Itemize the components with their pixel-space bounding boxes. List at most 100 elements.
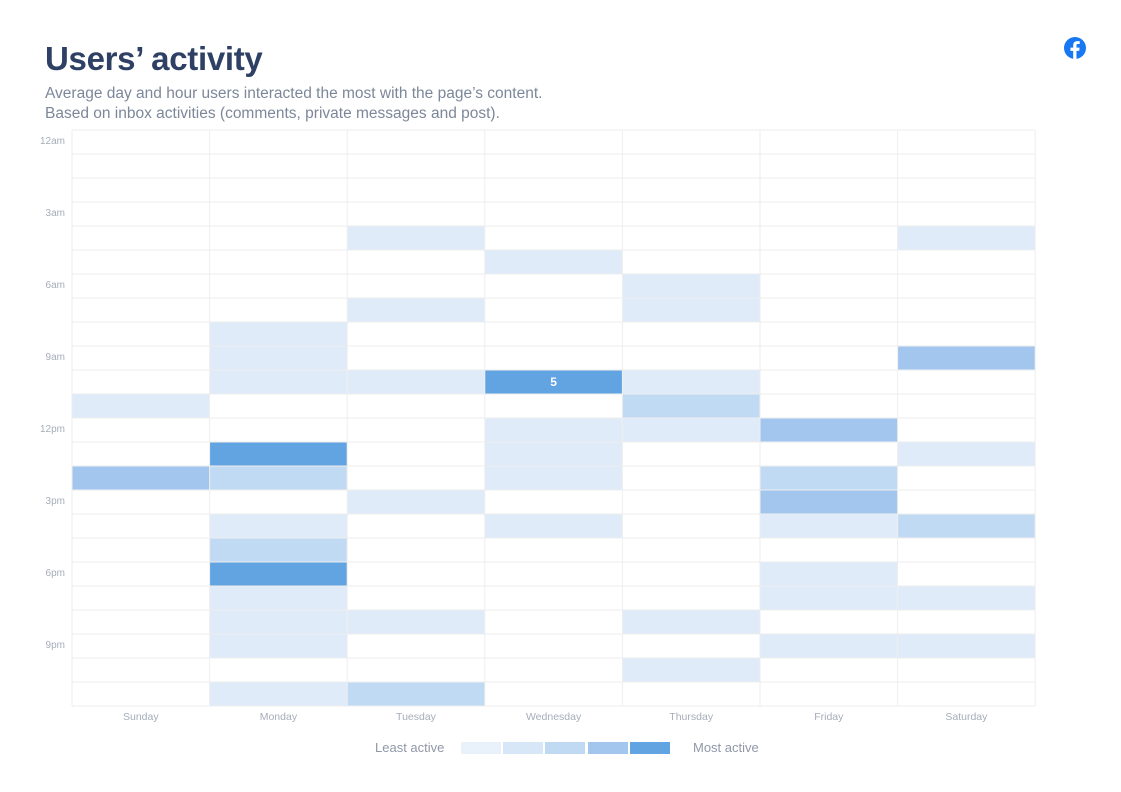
heatmap-cell (622, 178, 760, 202)
heatmap-cell (347, 298, 485, 322)
heatmap-legend: Least active Most active (0, 740, 1121, 756)
heatmap-cell (760, 490, 898, 514)
heatmap-cell (209, 226, 348, 250)
x-tick-label: Wednesday (526, 711, 582, 723)
heatmap-cell (622, 514, 760, 538)
heatmap-cell (760, 202, 898, 226)
heatmap-cell (347, 562, 485, 586)
heatmap-cell (622, 250, 760, 274)
heatmap-cell (760, 274, 898, 298)
heatmap-cell (72, 298, 210, 322)
heatmap-cell (897, 682, 1036, 706)
heatmap-cell (897, 466, 1036, 490)
legend-most-label: Most active (693, 740, 759, 755)
heatmap-cell (72, 586, 210, 610)
legend-swatch (503, 742, 543, 754)
heatmap-cell (622, 634, 760, 658)
heatmap-cell (622, 610, 760, 634)
heatmap-cell (72, 226, 210, 250)
y-tick-label: 12pm (40, 424, 65, 435)
y-tick-label: 9am (46, 352, 65, 363)
heatmap-cell (347, 466, 485, 490)
heatmap-cell (72, 562, 210, 586)
heatmap-cell (760, 250, 898, 274)
heatmap-cell (897, 562, 1036, 586)
heatmap-cell (72, 634, 210, 658)
heatmap-cell (622, 226, 760, 250)
heatmap-cell (897, 346, 1036, 370)
heatmap-cell (209, 298, 348, 322)
heatmap-cell (209, 658, 348, 682)
heatmap-cell (897, 586, 1036, 610)
heatmap-cell (347, 202, 485, 226)
heatmap-cell (209, 610, 348, 634)
heatmap-cell (760, 562, 898, 586)
heatmap-cell (209, 130, 348, 154)
heatmap-cell (484, 490, 623, 514)
y-tick-label: 12am (40, 136, 65, 147)
heatmap-cell (897, 634, 1036, 658)
heatmap-cell (622, 490, 760, 514)
subtitle-line-2: Based on inbox activities (comments, pri… (45, 105, 500, 122)
heatmap-cell (347, 634, 485, 658)
heatmap-cell (209, 202, 348, 226)
heatmap-cell (72, 322, 210, 346)
facebook-icon (1064, 37, 1086, 59)
heatmap-cell (484, 370, 623, 394)
heatmap-cell (760, 658, 898, 682)
heatmap-cell (347, 538, 485, 562)
heatmap-cell (622, 130, 760, 154)
heatmap-cell (484, 610, 623, 634)
heatmap-cell (347, 490, 485, 514)
heatmap-cell (760, 178, 898, 202)
x-tick-label: Sunday (123, 711, 159, 723)
heatmap-cell (484, 418, 623, 442)
heatmap-cell (209, 394, 348, 418)
heatmap-cell (897, 298, 1036, 322)
heatmap-cell (760, 154, 898, 178)
heatmap-cell (209, 634, 348, 658)
heatmap-cell (209, 274, 348, 298)
heatmap-cell (622, 682, 760, 706)
heatmap-cell (897, 226, 1036, 250)
subtitle-line-1: Average day and hour users interacted th… (45, 85, 543, 102)
heatmap-cell (760, 346, 898, 370)
heatmap-cell (347, 610, 485, 634)
heatmap-cell (622, 370, 760, 394)
heatmap-cell (72, 274, 210, 298)
heatmap-cell (760, 370, 898, 394)
y-tick-label: 3am (46, 208, 65, 219)
heatmap-cell (897, 202, 1036, 226)
heatmap-cell (347, 322, 485, 346)
heatmap-cell (209, 586, 348, 610)
heatmap-cell (484, 202, 623, 226)
heatmap-cell (209, 346, 348, 370)
heatmap-cell (484, 250, 623, 274)
heatmap-cell (760, 586, 898, 610)
heatmap-cell (72, 346, 210, 370)
heatmap-cell (72, 418, 210, 442)
heatmap-cell (897, 322, 1036, 346)
heatmap-cell (72, 610, 210, 634)
heatmap-cell (760, 682, 898, 706)
heatmap-cell (484, 562, 623, 586)
heatmap-cell (897, 418, 1036, 442)
y-tick-label: 9pm (46, 640, 65, 651)
x-tick-label: Saturday (945, 711, 988, 723)
heatmap-cell (760, 634, 898, 658)
heatmap-cell (484, 178, 623, 202)
heatmap-cell (622, 586, 760, 610)
legend-swatch (630, 742, 670, 754)
heatmap-cell (622, 562, 760, 586)
heatmap-cell (72, 682, 210, 706)
legend-swatch (545, 742, 585, 754)
heatmap-cell (897, 538, 1036, 562)
heatmap-cell (484, 154, 623, 178)
heatmap-cell (484, 586, 623, 610)
heatmap-cell (72, 130, 210, 154)
heatmap-cell (347, 274, 485, 298)
heatmap-cell (209, 514, 348, 538)
x-tick-label: Thursday (669, 711, 714, 723)
heatmap-cell (760, 442, 898, 466)
heatmap-cell (622, 418, 760, 442)
